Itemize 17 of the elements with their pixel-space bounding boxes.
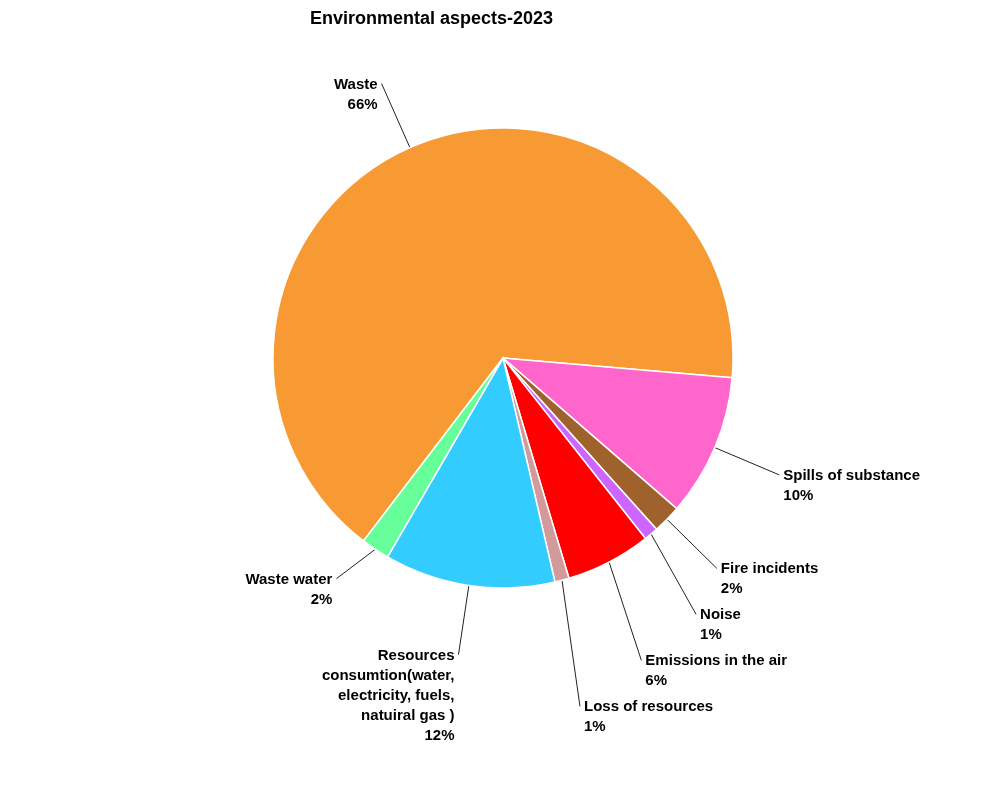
slice-label: Fire incidents: [720, 559, 819, 577]
data-label: 2%: [720, 579, 743, 597]
data-label: 66%: [347, 94, 378, 112]
data-label: 6%: [645, 671, 668, 689]
slice-label: Waste water: [245, 569, 333, 587]
data-label: 1%: [700, 625, 722, 643]
chart-title: Environmental aspects-2023: [310, 8, 554, 28]
slice-label: Noise: [700, 605, 741, 623]
slice-label: Loss of resources: [583, 697, 714, 715]
slice-label: Spills of substance: [783, 465, 920, 483]
slice-label: Resources consumtion(water, electricity, fuels, natuiral gas ): [321, 645, 455, 723]
slice-label: Waste: [333, 74, 378, 92]
data-label: 1%: [583, 717, 606, 735]
data-label: 2%: [310, 589, 333, 607]
data-label: 10%: [783, 485, 814, 503]
slice-label: Emissions in the air: [645, 651, 788, 669]
data-label: 12%: [424, 725, 455, 743]
